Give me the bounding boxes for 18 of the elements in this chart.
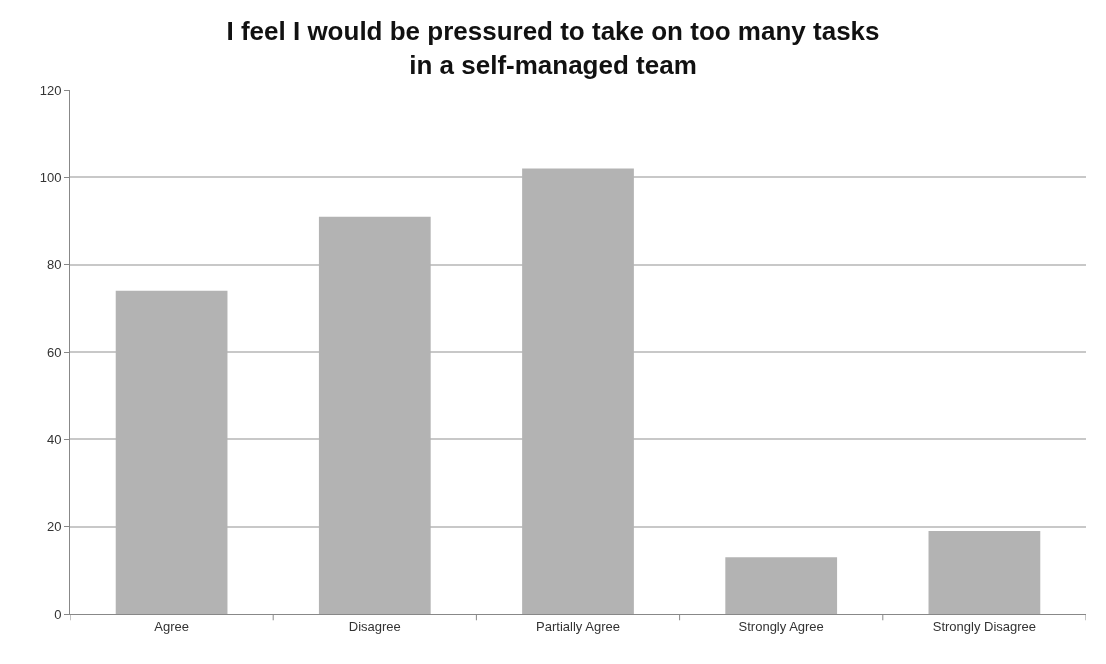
bar — [928, 531, 1041, 614]
x-tick-label: Partially Agree — [536, 618, 620, 634]
y-tick-label: 20 — [46, 519, 62, 535]
bar — [115, 290, 228, 614]
x-tick-label: Strongly Agree — [738, 618, 824, 634]
x-tick-label: Disagree — [348, 618, 401, 634]
x-tick-label: Agree — [154, 618, 189, 634]
y-tick-label: 100 — [39, 169, 62, 185]
bar — [318, 216, 431, 614]
y-tick-label: 40 — [46, 431, 62, 447]
y-tick-label: 0 — [54, 606, 62, 622]
y-tick-label: 120 — [39, 82, 62, 98]
y-tick-label: 60 — [46, 344, 62, 360]
y-tick-label: 80 — [46, 257, 62, 273]
chart-title: I feel I would be pressured to take on too many tasks in a self-managed team — [226, 15, 880, 80]
bar — [725, 557, 838, 614]
bar — [522, 168, 634, 614]
x-tick-label: Strongly Disagree — [932, 618, 1037, 634]
